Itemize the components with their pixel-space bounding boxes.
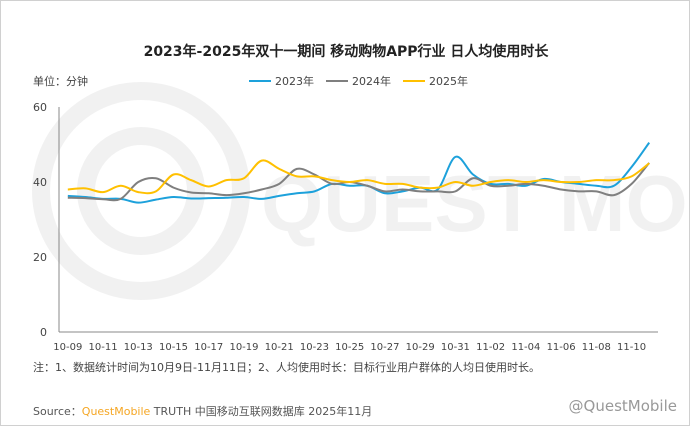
x-tick-label: 11-10: [617, 342, 646, 353]
x-tick-label: 10-23: [300, 342, 329, 353]
y-axis-label: 单位：分钟: [33, 75, 88, 88]
x-tick-label: 11-06: [547, 342, 576, 353]
footnote: 注：1、数据统计时间为10月9日-11月11日；2、人均使用时长：目标行业用户群…: [33, 361, 540, 374]
x-tick-label: 10-29: [406, 342, 435, 353]
legend-item-2024: 2024年: [326, 73, 391, 89]
y-tick-label: 20: [33, 251, 47, 264]
x-tick-label: 10-31: [441, 342, 470, 353]
x-tick-label: 10-27: [370, 342, 399, 353]
x-tick-label: 10-21: [265, 342, 294, 353]
x-tick-label: 11-04: [511, 342, 540, 353]
y-tick-label: 40: [33, 176, 47, 189]
legend-item-2023: 2023年: [249, 73, 314, 89]
x-tick-label: 10-13: [124, 342, 153, 353]
svg-text:QUEST MOBILE: QUEST MOBILE: [261, 159, 690, 248]
x-tick-label: 10-15: [159, 342, 188, 353]
x-tick-label: 10-17: [194, 342, 223, 353]
x-tick-label: 11-08: [582, 342, 611, 353]
legend-item-2025: 2025年: [403, 73, 468, 89]
y-tick-label: 60: [33, 101, 47, 114]
x-tick-label: 10-11: [89, 342, 118, 353]
background-watermark: QUEST MOBILE: [32, 82, 690, 300]
series-line-2025年: [67, 159, 650, 195]
x-tick-label: 11-02: [476, 342, 505, 353]
footer-watermark: @QuestMobile: [568, 397, 677, 415]
x-tick-label: 10-25: [335, 342, 364, 353]
x-tick-label: 10-19: [229, 342, 258, 353]
source: Source：QuestMobile TRUTH 中国移动互联网数据库 2025…: [33, 405, 373, 418]
x-tick-label: 10-09: [53, 342, 82, 353]
chart-title: 2023年-2025年双十一期间 移动购物APP行业 日人均使用时长: [143, 44, 549, 60]
legend: 2023年 2024年 2025年: [249, 73, 468, 89]
y-tick-label: 0: [40, 326, 47, 339]
